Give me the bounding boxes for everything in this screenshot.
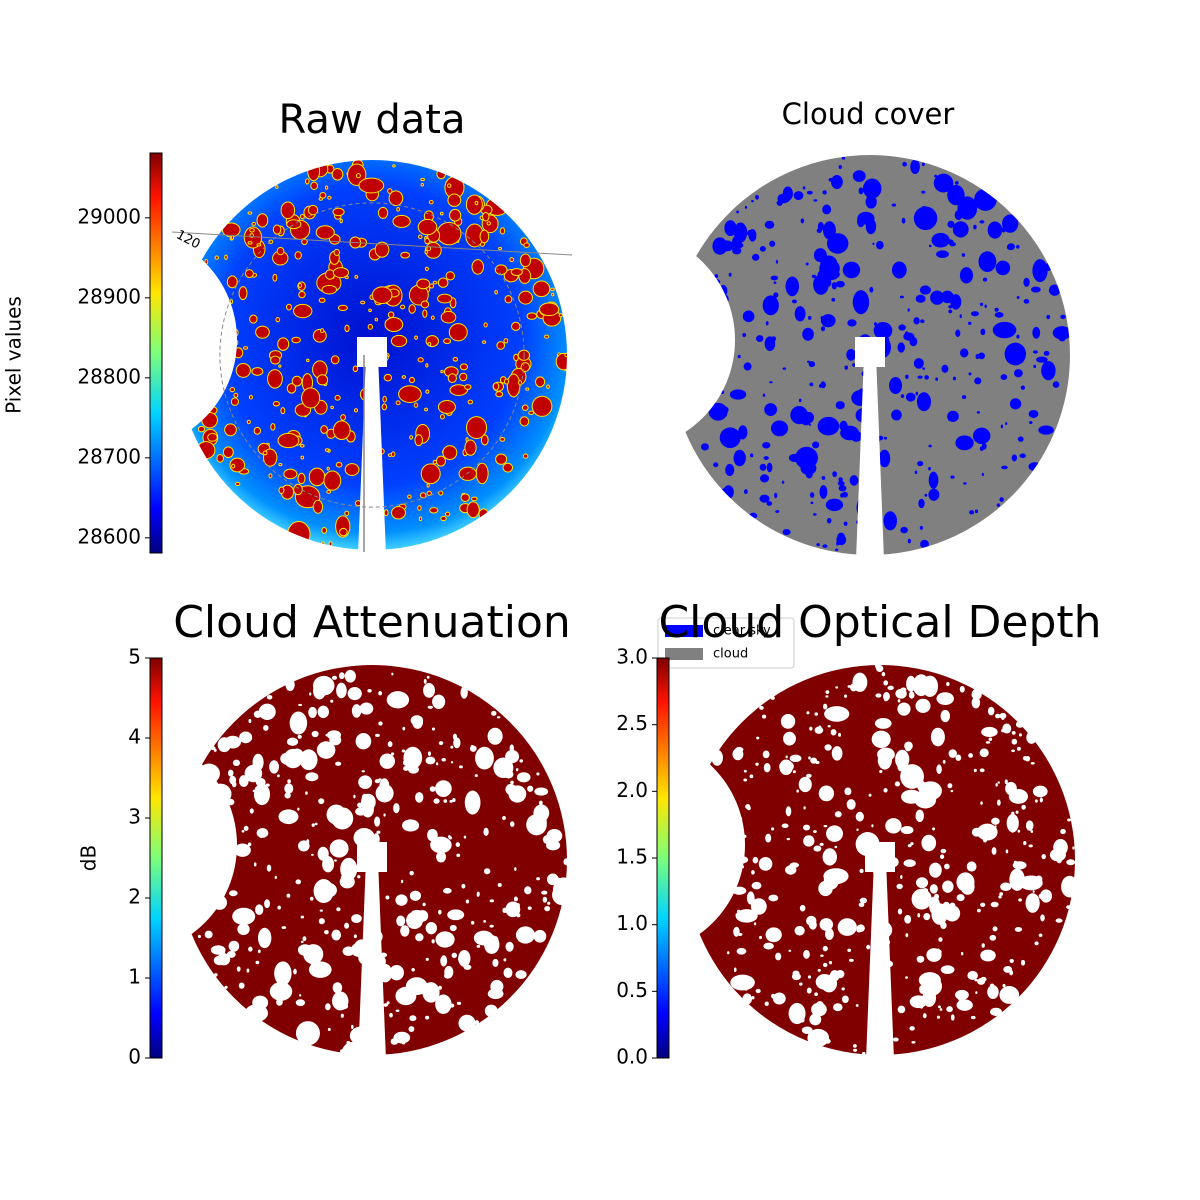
colorbar-tick-label: 4 <box>128 725 141 749</box>
colorbar-tick-label: 0.5 <box>616 978 648 1002</box>
colorbar-tick-label: 28800 <box>77 364 141 388</box>
colorbar-tick-label: 2.0 <box>616 778 648 802</box>
colorbar <box>149 657 163 1059</box>
colorbar-tick-label: 1.5 <box>616 845 648 869</box>
legend-label: clear sky <box>713 624 771 639</box>
colorbar <box>656 657 670 1059</box>
colorbar-tick-label: 1 <box>128 965 141 989</box>
panel: Cloud Optical Depth 0.0 0.5 1.0 1.5 2.0 2.5 3.0 <box>616 597 1101 1069</box>
polar-grid <box>219 202 525 508</box>
panel: Cloud Attenuation 0 1 2 3 4 5 dB <box>77 597 575 1069</box>
panel-title: Cloud cover <box>782 97 955 131</box>
legend-swatch <box>665 625 703 637</box>
colorbar-tick-label: 2.5 <box>616 711 648 735</box>
panel: Raw data1202860028700288002890029000Pixe… <box>2 97 573 560</box>
legend-swatch <box>665 648 703 660</box>
colorbar <box>149 152 163 554</box>
colorbar-tick-label: 3.0 <box>616 645 648 669</box>
sky-image <box>175 159 572 560</box>
panel-title: Cloud Attenuation <box>173 597 571 648</box>
legend: clear sky cloud <box>657 617 795 669</box>
colorbar-tick-label: 28900 <box>77 284 141 308</box>
colorbar-tick-label: 28700 <box>77 444 141 468</box>
colorbar-tick-label: 1.0 <box>616 911 648 935</box>
colorbar-tick-label: 0.0 <box>616 1045 648 1069</box>
colorbar-tick-label: 2 <box>128 885 141 909</box>
panel-title: Raw data <box>279 97 466 143</box>
colorbar-tick-label: 0 <box>128 1045 141 1069</box>
colorbar-tick-label: 28600 <box>77 524 141 548</box>
colorbar-tick-label: 29000 <box>77 204 141 228</box>
panel: Cloud cover <box>670 97 1072 559</box>
colorbar-label: dB <box>77 845 101 871</box>
sky-image <box>670 155 1072 559</box>
colorbar-label: Pixel values <box>2 296 26 414</box>
polar-grid <box>171 231 573 256</box>
legend-label: cloud <box>713 647 748 662</box>
colorbar-tick-label: 5 <box>128 645 141 669</box>
panel-title: Cloud Optical Depth <box>658 597 1101 648</box>
colorbar-tick-label: 3 <box>128 805 141 829</box>
sky-image <box>173 665 575 1067</box>
sky-image <box>682 662 1079 1059</box>
